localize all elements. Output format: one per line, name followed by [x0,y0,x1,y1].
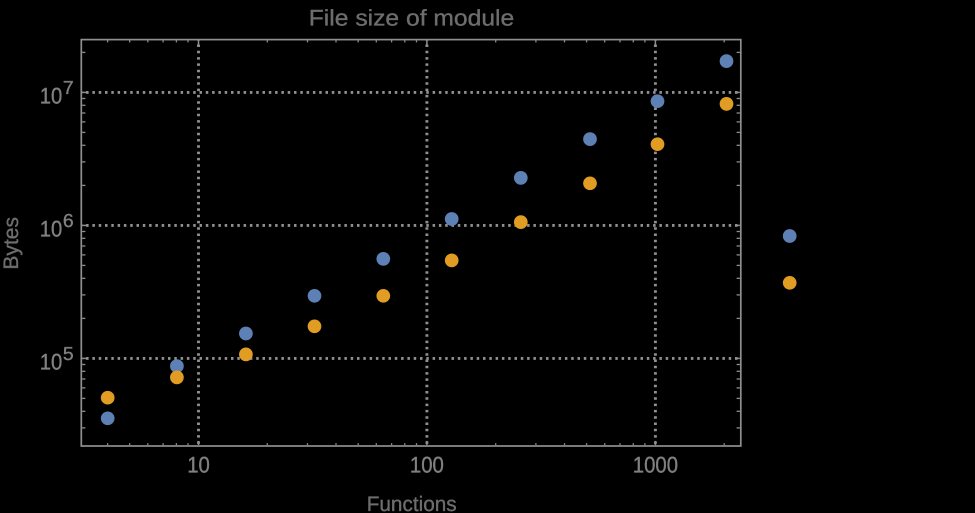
svg-text:1000: 1000 [633,452,678,477]
svg-text:10: 10 [40,83,63,108]
svg-text:5: 5 [63,343,74,364]
svg-text:10: 10 [40,349,63,374]
svg-text:100: 100 [410,452,444,477]
svg-text:10: 10 [40,216,63,241]
svg-text:6: 6 [63,210,74,231]
svg-text:7: 7 [63,77,74,98]
svg-text:10: 10 [187,452,210,477]
svg-text:Functions: Functions [367,493,457,513]
svg-text:Bytes: Bytes [0,217,23,270]
svg-text:File size of module: File size of module [309,5,515,30]
